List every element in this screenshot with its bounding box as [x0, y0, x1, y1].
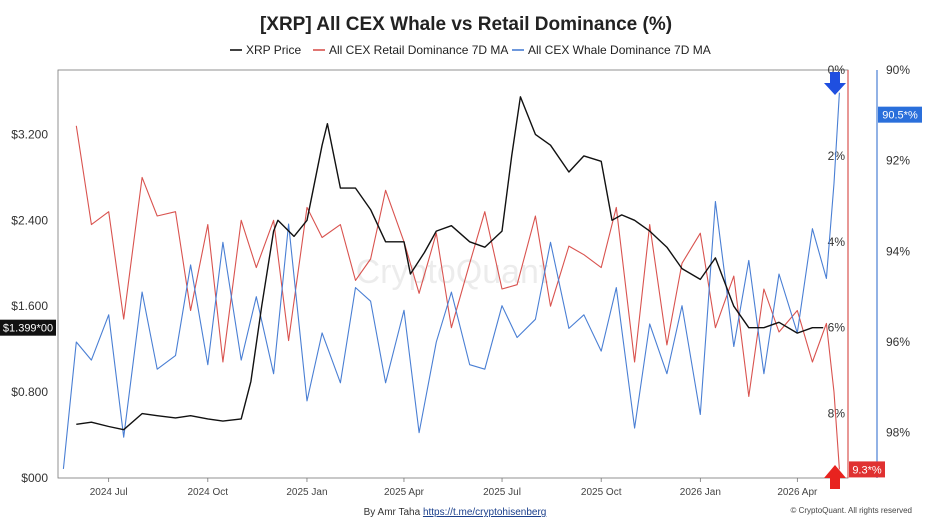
xrp-price-line: [76, 96, 824, 431]
whale-badge-label: 90.5*%: [882, 110, 918, 122]
chart-title: [XRP] All CEX Whale vs Retail Dominance …: [260, 14, 672, 35]
whale-tick-label: 96%: [886, 335, 910, 349]
retail-tick-label: 2%: [828, 149, 846, 163]
series-lines: [62, 92, 840, 470]
retail-up-arrow-icon: [824, 465, 846, 489]
whale-current-badge: 90.5*%: [878, 106, 922, 123]
retail-tick-label: 8%: [828, 407, 846, 421]
legend-label: All CEX Retail Dominance 7D MA: [329, 43, 508, 57]
x-tick-label: 2025 Jul: [483, 487, 521, 498]
whale-tick-label: 94%: [886, 244, 910, 258]
whale-tick-label: 90%: [886, 63, 910, 77]
x-tick-label: 2026 Apr: [777, 487, 818, 498]
footer-author: By Amr Taha https://t.me/cryptohisenberg: [364, 507, 547, 518]
price-current-badge: $1.399*00: [0, 319, 56, 336]
retail-current-badge: 9.3*%: [849, 461, 885, 478]
price-tick-label: $1.600: [11, 299, 48, 313]
legend-label: All CEX Whale Dominance 7D MA: [528, 43, 711, 57]
whale-dominance-line: [62, 92, 840, 469]
retail-tick-label: 4%: [828, 235, 846, 249]
price-tick-label: $3.200: [11, 127, 48, 141]
price-tick-label: $0.800: [11, 385, 48, 399]
retail-badge-label: 9.3*%: [852, 464, 882, 476]
price-tick-label: $2.400: [11, 213, 48, 227]
whale-badge-bg: [878, 106, 922, 123]
price-badge-bg: [0, 319, 56, 336]
whale-down-arrow-icon: [824, 72, 846, 95]
x-tick-label: 2025 Jan: [286, 487, 327, 498]
price-badge-label: $1.399*00: [3, 323, 53, 335]
x-tick-label: 2025 Oct: [581, 487, 622, 498]
whale-tick-label: 98%: [886, 426, 910, 440]
legend-item[interactable]: XRP Price: [230, 43, 301, 57]
x-tick-label: 2024 Oct: [188, 487, 229, 498]
retail-badge-bg: [849, 461, 885, 478]
x-tick-label: 2025 Apr: [384, 487, 425, 498]
x-tick-label: 2026 Jan: [680, 487, 721, 498]
retail-tick-label: 6%: [828, 321, 846, 335]
author-link[interactable]: https://t.me/cryptohisenberg: [423, 507, 546, 518]
legend-item[interactable]: All CEX Retail Dominance 7D MA: [313, 43, 508, 57]
price-tick-label: $000: [21, 471, 48, 485]
x-tick-label: 2024 Jul: [90, 487, 128, 498]
axes: $000$0.800$1.600$2.400$3.2000%2%4%6%8%90…: [11, 63, 910, 498]
copyright-credit: © CryptoQuant. All rights reserved: [791, 506, 913, 515]
retail-dominance-line: [75, 125, 840, 470]
legend-item[interactable]: All CEX Whale Dominance 7D MA: [512, 43, 711, 57]
legend: XRP Price All CEX Retail Dominance 7D MA A…: [230, 43, 711, 57]
current-value-markers: $1.399*00 90.5*% 9.3*%: [0, 72, 922, 489]
footer: By Amr Taha https://t.me/cryptohisenberg…: [364, 506, 912, 518]
author-label: By Amr Taha: [364, 507, 423, 518]
legend-label: XRP Price: [246, 43, 301, 57]
whale-tick-label: 92%: [886, 154, 910, 168]
